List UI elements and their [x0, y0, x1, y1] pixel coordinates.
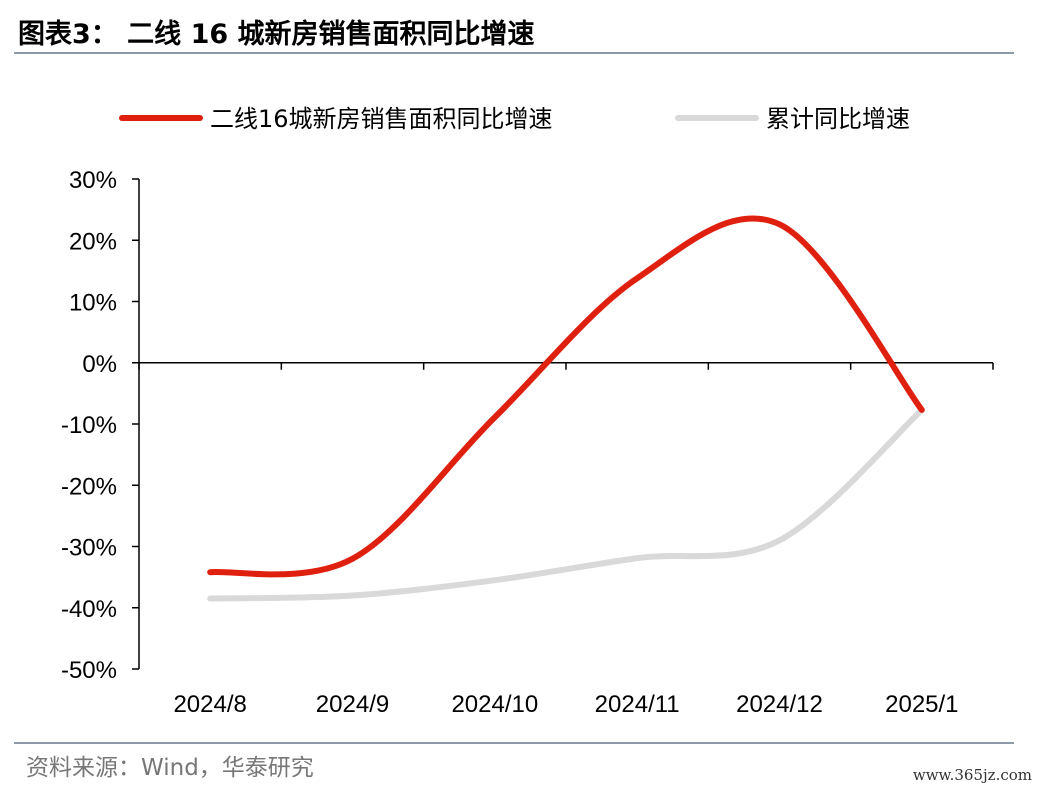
x-tick-label: 2025/1 — [885, 691, 958, 718]
y-tick-label: 0% — [82, 351, 117, 378]
chart-legend: 二线16城新房销售面积同比增速 累计同比增速 — [119, 105, 910, 133]
x-tick-label: 2024/8 — [173, 691, 246, 718]
x-tick-label: 2024/9 — [316, 691, 389, 718]
legend-label-series-1: 二线16城新房销售面积同比增速 — [210, 105, 553, 133]
legend-label-series-2: 累计同比增速 — [766, 105, 910, 133]
y-tick-label: 10% — [69, 290, 117, 317]
figure-title: 图表3： 二线 16 城新房销售面积同比增速 — [18, 19, 535, 50]
chart-series — [207, 215, 925, 602]
series-line-2 — [207, 406, 925, 602]
y-tick-label: -50% — [61, 657, 117, 684]
series-line-1 — [207, 215, 925, 578]
title-divider — [14, 52, 1014, 54]
watermark: www.365jz.com — [912, 766, 1032, 784]
y-tick-label: 30% — [69, 167, 117, 194]
x-tick-label: 2024/12 — [736, 691, 823, 718]
y-tick-label: -10% — [61, 412, 117, 439]
footer-divider — [14, 742, 1014, 744]
chart-axes: 30% 20% 10% 0% -10% -20% -30% -40% -50% 2024/8 202… — [61, 167, 994, 718]
y-tick-label: -20% — [61, 473, 117, 500]
y-tick-label: -40% — [61, 596, 117, 623]
source-note: 资料来源：Wind，华泰研究 — [26, 755, 314, 781]
y-tick-label: -30% — [61, 535, 117, 562]
y-tick-label: 20% — [69, 228, 117, 255]
x-tick-label: 2024/10 — [451, 691, 538, 718]
x-tick-label: 2024/11 — [595, 691, 680, 718]
